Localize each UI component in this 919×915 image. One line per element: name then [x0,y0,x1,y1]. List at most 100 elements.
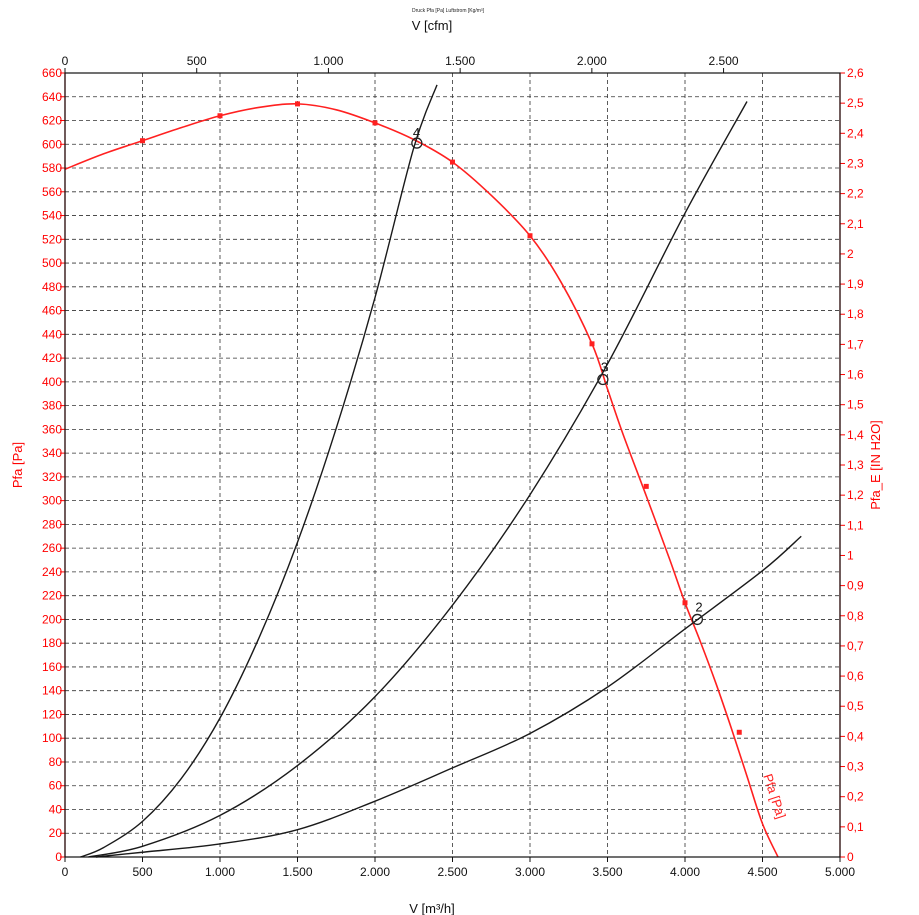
x-tick-label: 5.000 [825,865,855,879]
y-tick-label: 520 [42,232,62,246]
x2-tick-label: 0 [62,54,69,68]
x2-tick-label: 500 [187,54,207,68]
fan-curve-marker [527,233,533,239]
y2-tick-label: 2,6 [847,66,864,80]
x-tick-label: 1.000 [205,865,235,879]
y-tick-label: 240 [42,565,62,579]
operating-point-3 [597,373,609,386]
y2-tick-label: 1,2 [847,488,864,502]
y2-tick-label: 0,3 [847,760,864,774]
y-tick-label: 440 [42,327,62,341]
chart-title: Druck Pfa [Pa] Luftstrom [Kg/m³] [412,8,485,14]
y-tick-label: 560 [42,185,62,199]
y-tick-label: 360 [42,422,62,436]
y2-tick-label: 2,3 [847,156,864,170]
y-tick-label: 400 [42,375,62,389]
fan-curve-end-label: Pfa [Pa] [760,772,789,821]
x-tick-label: 2.500 [437,865,467,879]
y2-tick-label: 0,9 [847,579,864,593]
y2-tick-label: 0 [847,850,854,864]
operating-point-2 [691,613,704,626]
y2-tick-label: 1,9 [847,277,864,291]
y-tick-label: 100 [42,731,62,745]
y2-tick-label: 0,1 [847,820,864,834]
series-layer: Pfa [Pa] 4 3 2 [64,84,802,858]
x2-tick-label: 2.500 [709,54,739,68]
y-tick-label: 280 [42,517,62,531]
fan-curve-marker [217,113,223,119]
fan-curve-marker [140,138,145,144]
y-tick-label: 480 [42,280,62,294]
y-tick-label: 120 [42,707,62,721]
y-axis-title: Pfa [Pa] [10,442,25,488]
y-tick-label: 620 [42,114,62,128]
y2-tick-label: 1,1 [847,518,864,532]
y2-axis-title: Pfa_E [IN H2O] [868,420,883,510]
x-tick-label: 0 [62,865,69,879]
y2-tick-label: 2 [847,247,854,261]
y-tick-label: 200 [42,612,62,626]
y2-tick-label: 2,5 [847,96,864,110]
operating-point-label-2: 2 [695,599,702,614]
y-tick-label: 460 [42,304,62,318]
y2-tick-label: 0,7 [847,639,864,653]
fan-curve-marker [372,120,378,126]
x-tick-label: 2.000 [360,865,390,879]
system-curve-4-line [80,84,438,858]
y2-tick-label: 0,6 [847,669,864,683]
y2-tick-label: 1,6 [847,368,864,382]
y-tick-label: 0 [55,850,62,864]
y-tick-label: 600 [42,137,62,151]
y-tick-label: 180 [42,636,62,650]
y-tick-label: 380 [42,399,62,413]
y-tick-label: 580 [42,161,62,175]
y2-tick-label: 0,5 [847,699,864,713]
operating-point-label-4: 4 [413,125,420,140]
x-tick-label: 1.500 [282,865,312,879]
x-tick-label: 500 [132,865,152,879]
fan-curve-marker [643,483,649,489]
fan-curve-marker [736,729,742,735]
plot-frame [64,72,841,858]
x-axis-title: V [m³/h] [409,901,455,915]
x2-tick-label: 2.000 [577,54,607,68]
y-tick-label: 500 [42,256,62,270]
y2-tick-label: 0,4 [847,729,864,743]
system-curve-2-line [95,535,802,858]
y2-tick-label: 2,4 [847,126,864,140]
y-tick-label: 420 [42,351,62,365]
y2-tick-label: 1,7 [847,337,864,351]
y2-tick-label: 1,8 [847,307,864,321]
fan-curve-marker [589,341,595,347]
y-tick-label: 220 [42,589,62,603]
y2-tick-label: 1 [847,548,854,562]
y-tick-label: 300 [42,494,62,508]
y2-tick-label: 2,2 [847,187,864,201]
y-tick-label: 320 [42,470,62,484]
y2-tick-label: 1,4 [847,428,864,442]
x2-axis-title: V [cfm] [412,18,452,33]
fan-curve-marker [295,101,300,107]
fan-curve-line [64,103,779,858]
y-tick-label: 540 [42,209,62,223]
y-tick-label: 60 [49,779,63,793]
y-tick-label: 340 [42,446,62,460]
x2-tick-label: 1.000 [313,54,343,68]
tick-labels: 0 500 1.000 1.500 2.000 2.500 3.000 3.500 4.000 4… [42,54,864,879]
y2-tick-label: 0,2 [847,790,864,804]
x-tick-label: 3.000 [515,865,545,879]
y-tick-label: 140 [42,684,62,698]
y-tick-label: 660 [42,66,62,80]
y-tick-label: 260 [42,541,62,555]
fan-curve-marker [682,600,688,606]
y-tick-label: 80 [49,755,63,769]
system-curve-3-line [88,101,748,858]
y-tick-label: 640 [42,90,62,104]
grid [65,73,840,857]
x-tick-label: 4.000 [670,865,700,879]
y-tick-label: 40 [49,802,63,816]
y-tick-label: 20 [49,826,63,840]
operating-point-label-3: 3 [601,359,608,374]
fan-curve-marker [450,159,455,165]
y2-tick-label: 0,8 [847,609,864,623]
